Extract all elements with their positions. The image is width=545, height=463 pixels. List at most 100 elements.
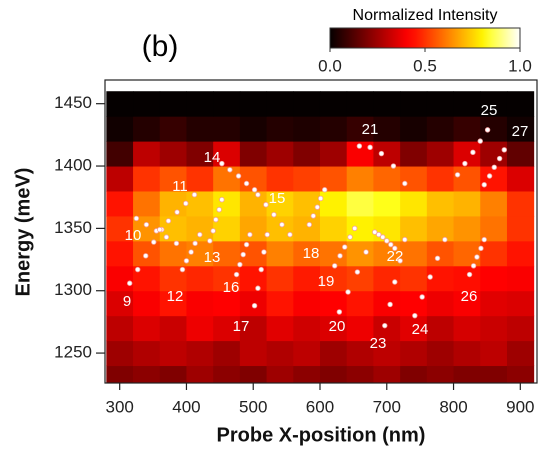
heat-cell bbox=[426, 91, 455, 117]
heat-cell bbox=[293, 365, 321, 383]
trace-label: 18 bbox=[303, 245, 320, 262]
trace-dot bbox=[258, 266, 264, 273]
trace-label: 19 bbox=[318, 273, 335, 290]
trace-label: 13 bbox=[204, 249, 221, 266]
y-tick-label: 1450 bbox=[54, 93, 92, 112]
heat-cell bbox=[373, 315, 401, 342]
trace-dot bbox=[235, 173, 242, 179]
heat-cell bbox=[159, 141, 187, 167]
heat-cell bbox=[319, 116, 348, 142]
trace-dot bbox=[336, 309, 343, 315]
x-tick-label: 400 bbox=[172, 397, 200, 416]
heat-cell bbox=[453, 116, 481, 142]
trace-dot bbox=[484, 127, 491, 133]
heat-cell bbox=[480, 240, 508, 267]
heat-cell bbox=[106, 240, 134, 267]
heat-cell bbox=[239, 340, 268, 367]
trace-dot bbox=[192, 240, 198, 247]
heat-cell bbox=[453, 290, 481, 317]
heat-cell bbox=[506, 116, 535, 142]
trace-dot bbox=[207, 238, 213, 244]
heat-cell bbox=[186, 116, 214, 142]
heat-cell bbox=[266, 166, 294, 192]
trace-dot bbox=[491, 164, 497, 170]
heat-cell bbox=[186, 91, 214, 117]
heat-cell bbox=[506, 315, 535, 342]
trace-label: 12 bbox=[167, 288, 184, 305]
trace-label: 24 bbox=[412, 321, 429, 338]
colorbar-tick-label: 1.0 bbox=[508, 56, 532, 75]
heat-cell bbox=[480, 265, 508, 292]
heat-cell bbox=[506, 190, 535, 217]
trace-dot bbox=[133, 215, 140, 222]
heat-cell bbox=[400, 166, 428, 192]
trace-label: 26 bbox=[461, 288, 478, 305]
x-tick-label: 600 bbox=[306, 397, 334, 416]
heat-cell bbox=[293, 265, 321, 292]
heat-cell bbox=[133, 365, 161, 383]
heat-cell bbox=[213, 166, 241, 192]
trace-dot bbox=[287, 231, 293, 238]
heat-cell bbox=[133, 315, 161, 342]
heat-cell bbox=[400, 91, 428, 117]
heat-cell bbox=[239, 141, 268, 167]
heat-cell bbox=[453, 91, 481, 117]
heat-cell bbox=[453, 215, 481, 242]
trace-dot bbox=[486, 173, 493, 179]
trace-label: 11 bbox=[172, 178, 188, 195]
heat-cell bbox=[213, 116, 241, 142]
trace-dot bbox=[454, 172, 461, 178]
heat-cell bbox=[133, 91, 161, 117]
x-tick-label: 700 bbox=[373, 397, 401, 416]
heat-cell bbox=[346, 340, 374, 367]
heatmap bbox=[106, 91, 535, 383]
heat-cell bbox=[426, 166, 455, 192]
trace-dot bbox=[210, 228, 216, 234]
heat-cell bbox=[213, 290, 241, 317]
heat-cell bbox=[373, 166, 401, 192]
heat-cell bbox=[346, 290, 374, 317]
heat-cell bbox=[346, 190, 374, 217]
heat-cell bbox=[426, 141, 455, 167]
colorbar-tick-label: 0.5 bbox=[413, 56, 437, 75]
heat-cell bbox=[106, 141, 134, 167]
heat-cell bbox=[453, 190, 481, 217]
heat-cell bbox=[133, 116, 161, 142]
heat-cell bbox=[480, 116, 508, 142]
heat-cell bbox=[373, 365, 401, 383]
colorbar-tick-label: 0.0 bbox=[318, 56, 342, 75]
heat-cell bbox=[506, 91, 535, 117]
heat-cell bbox=[319, 365, 348, 383]
heat-cell bbox=[213, 141, 241, 167]
heat-cell bbox=[319, 290, 348, 317]
x-axis-label: Probe X-position (nm) bbox=[217, 424, 426, 446]
heat-cell bbox=[186, 166, 214, 192]
trace-dot bbox=[279, 221, 285, 228]
heat-cell bbox=[159, 315, 187, 342]
heat-cell bbox=[106, 290, 134, 317]
trace-dot bbox=[470, 149, 476, 156]
heat-cell bbox=[159, 365, 187, 383]
trace-label: 25 bbox=[481, 102, 498, 119]
trace-dot bbox=[151, 239, 157, 245]
heat-cell bbox=[293, 91, 321, 117]
heat-cell bbox=[266, 365, 294, 383]
trace-dot bbox=[157, 226, 163, 233]
heat-cell bbox=[266, 116, 294, 142]
heat-cell bbox=[293, 190, 321, 217]
heat-cell bbox=[159, 240, 187, 267]
trace-label: 10 bbox=[125, 227, 142, 244]
heat-cell bbox=[186, 141, 214, 167]
trace-dot bbox=[255, 192, 261, 198]
heat-cell bbox=[293, 290, 321, 317]
x-tick-label: 300 bbox=[106, 397, 134, 416]
heat-cell bbox=[319, 315, 348, 342]
heat-cell bbox=[186, 265, 214, 292]
heat-cell bbox=[400, 315, 428, 342]
trace-dot bbox=[310, 213, 317, 219]
heat-cell bbox=[373, 190, 401, 217]
trace-dot bbox=[354, 269, 361, 275]
trace-dot bbox=[496, 155, 503, 162]
